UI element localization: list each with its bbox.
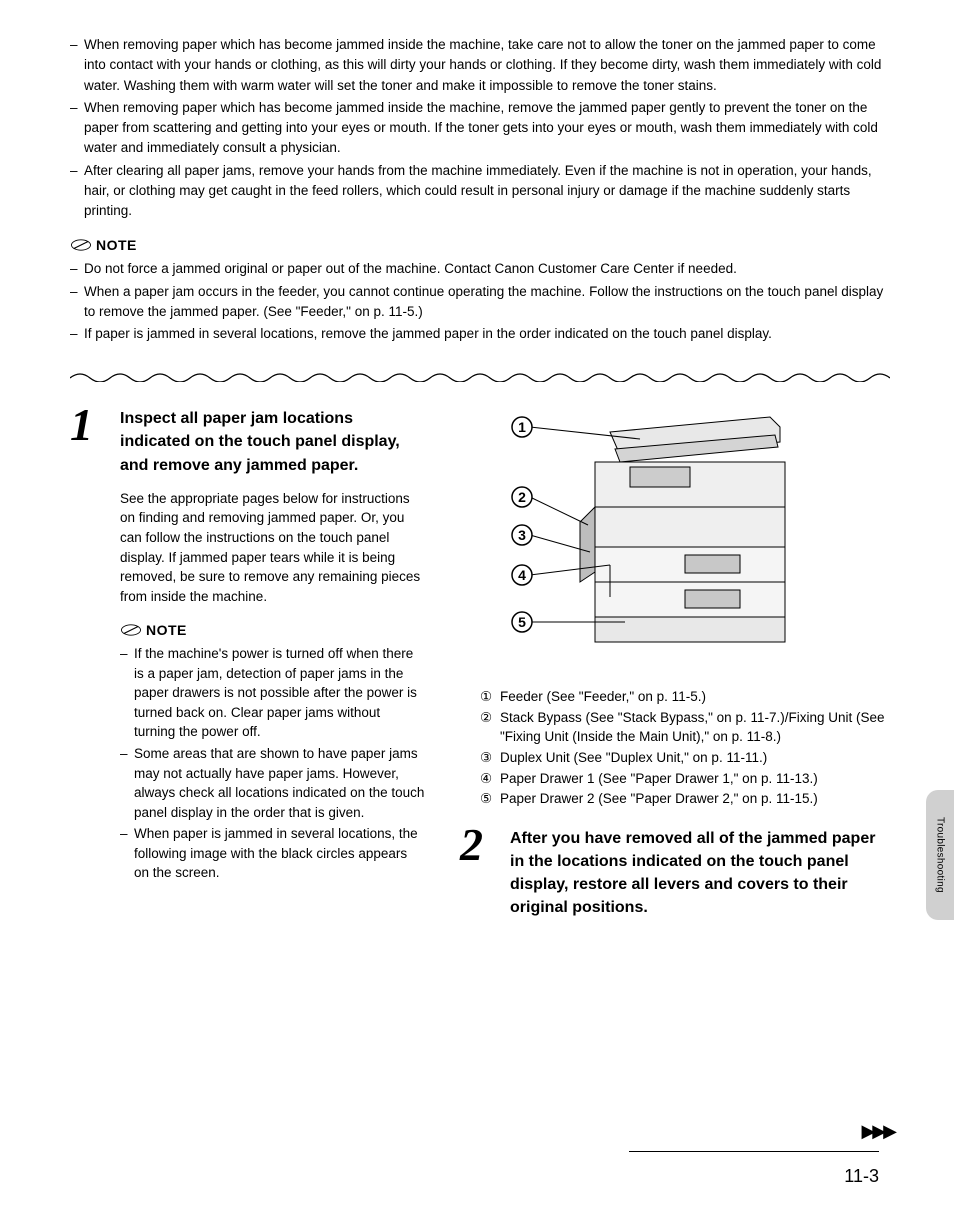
- page-number: 11-3: [844, 1166, 879, 1187]
- callout-number: ③: [480, 748, 500, 768]
- list-dash: –: [120, 824, 134, 883]
- sub-note-text: If the machine's power is turned off whe…: [134, 644, 425, 742]
- warning-item: – When removing paper which has become j…: [70, 35, 894, 96]
- note-item: – When a paper jam occurs in the feeder,…: [70, 282, 894, 323]
- left-column: 1 Inspect all paper jam locations indica…: [70, 407, 425, 931]
- sub-note-list: – If the machine's power is turned off w…: [120, 644, 425, 883]
- sub-note-item: – If the machine's power is turned off w…: [120, 644, 425, 742]
- note-label-text: NOTE: [96, 237, 137, 253]
- note-label-text: NOTE: [146, 622, 187, 638]
- list-dash: –: [70, 98, 84, 159]
- step-number: 2: [460, 827, 510, 864]
- list-dash: –: [70, 161, 84, 222]
- note-text: Do not force a jammed original or paper …: [84, 259, 894, 279]
- callout-item: ① Feeder (See "Feeder," on p. 11-5.): [480, 687, 894, 707]
- step-body: After you have removed all of the jammed…: [510, 827, 894, 932]
- svg-text:3: 3: [518, 527, 526, 543]
- note-label: NOTE: [70, 237, 894, 253]
- list-dash: –: [70, 35, 84, 96]
- warning-text: When removing paper which has become jam…: [84, 98, 894, 159]
- warning-item: – When removing paper which has become j…: [70, 98, 894, 159]
- callout-item: ② Stack Bypass (See "Stack Bypass," on p…: [480, 708, 894, 747]
- side-tab-label: Troubleshooting: [935, 817, 946, 893]
- callout-text: Feeder (See "Feeder," on p. 11-5.): [500, 687, 894, 707]
- warning-text: After clearing all paper jams, remove yo…: [84, 161, 894, 222]
- step-paragraph: See the appropriate pages below for inst…: [120, 489, 425, 606]
- note-text: If paper is jammed in several locations,…: [84, 324, 894, 344]
- note-text: When a paper jam occurs in the feeder, y…: [84, 282, 894, 323]
- svg-text:1: 1: [518, 419, 526, 435]
- list-dash: –: [70, 324, 84, 344]
- callout-item: ④ Paper Drawer 1 (See "Paper Drawer 1," …: [480, 769, 894, 789]
- note-icon: [70, 238, 92, 252]
- list-dash: –: [120, 744, 134, 822]
- sub-note-item: – Some areas that are shown to have pape…: [120, 744, 425, 822]
- printer-diagram: 1 2 3 4 5: [480, 407, 820, 662]
- wavy-divider: [70, 368, 890, 382]
- callout-number: ①: [480, 687, 500, 707]
- svg-text:4: 4: [518, 567, 526, 583]
- callout-list: ① Feeder (See "Feeder," on p. 11-5.) ② S…: [480, 687, 894, 808]
- callout-text: Duplex Unit (See "Duplex Unit," on p. 11…: [500, 748, 894, 768]
- step-number: 1: [70, 407, 120, 444]
- note-list: – Do not force a jammed original or pape…: [70, 259, 894, 344]
- step-1: 1 Inspect all paper jam locations indica…: [70, 407, 425, 885]
- callout-item: ③ Duplex Unit (See "Duplex Unit," on p. …: [480, 748, 894, 768]
- callout-text: Paper Drawer 2 (See "Paper Drawer 2," on…: [500, 789, 894, 809]
- note-item: – Do not force a jammed original or pape…: [70, 259, 894, 279]
- side-tab: Troubleshooting: [926, 790, 954, 920]
- callout-item: ⑤ Paper Drawer 2 (See "Paper Drawer 2," …: [480, 789, 894, 809]
- step-heading: Inspect all paper jam locations indicate…: [120, 407, 425, 477]
- callout-number: ④: [480, 769, 500, 789]
- warning-item: – After clearing all paper jams, remove …: [70, 161, 894, 222]
- footer-rule: [629, 1151, 879, 1152]
- callout-number: ②: [480, 708, 500, 747]
- list-dash: –: [70, 259, 84, 279]
- sub-note-text: When paper is jammed in several location…: [134, 824, 425, 883]
- callout-text: Paper Drawer 1 (See "Paper Drawer 1," on…: [500, 769, 894, 789]
- svg-text:2: 2: [518, 489, 526, 505]
- note-label: NOTE: [120, 622, 425, 638]
- sub-note-text: Some areas that are shown to have paper …: [134, 744, 425, 822]
- step-heading: After you have removed all of the jammed…: [510, 827, 894, 920]
- warning-list: – When removing paper which has become j…: [70, 35, 894, 221]
- note-item: – If paper is jammed in several location…: [70, 324, 894, 344]
- callout-text: Stack Bypass (See "Stack Bypass," on p. …: [500, 708, 894, 747]
- step-body: Inspect all paper jam locations indicate…: [120, 407, 425, 885]
- callout-number: ⑤: [480, 789, 500, 809]
- list-dash: –: [70, 282, 84, 323]
- two-column-layout: 1 Inspect all paper jam locations indica…: [70, 407, 894, 931]
- note-icon: [120, 623, 142, 637]
- svg-text:5: 5: [518, 614, 526, 630]
- right-column: 1 2 3 4 5 ① Feeder (See "Feeder," on p. …: [460, 407, 894, 931]
- warning-text: When removing paper which has become jam…: [84, 35, 894, 96]
- sub-note-item: – When paper is jammed in several locati…: [120, 824, 425, 883]
- list-dash: –: [120, 644, 134, 742]
- step-2: 2 After you have removed all of the jamm…: [460, 827, 894, 932]
- continue-arrows-icon: ▶▶▶: [861, 1121, 894, 1142]
